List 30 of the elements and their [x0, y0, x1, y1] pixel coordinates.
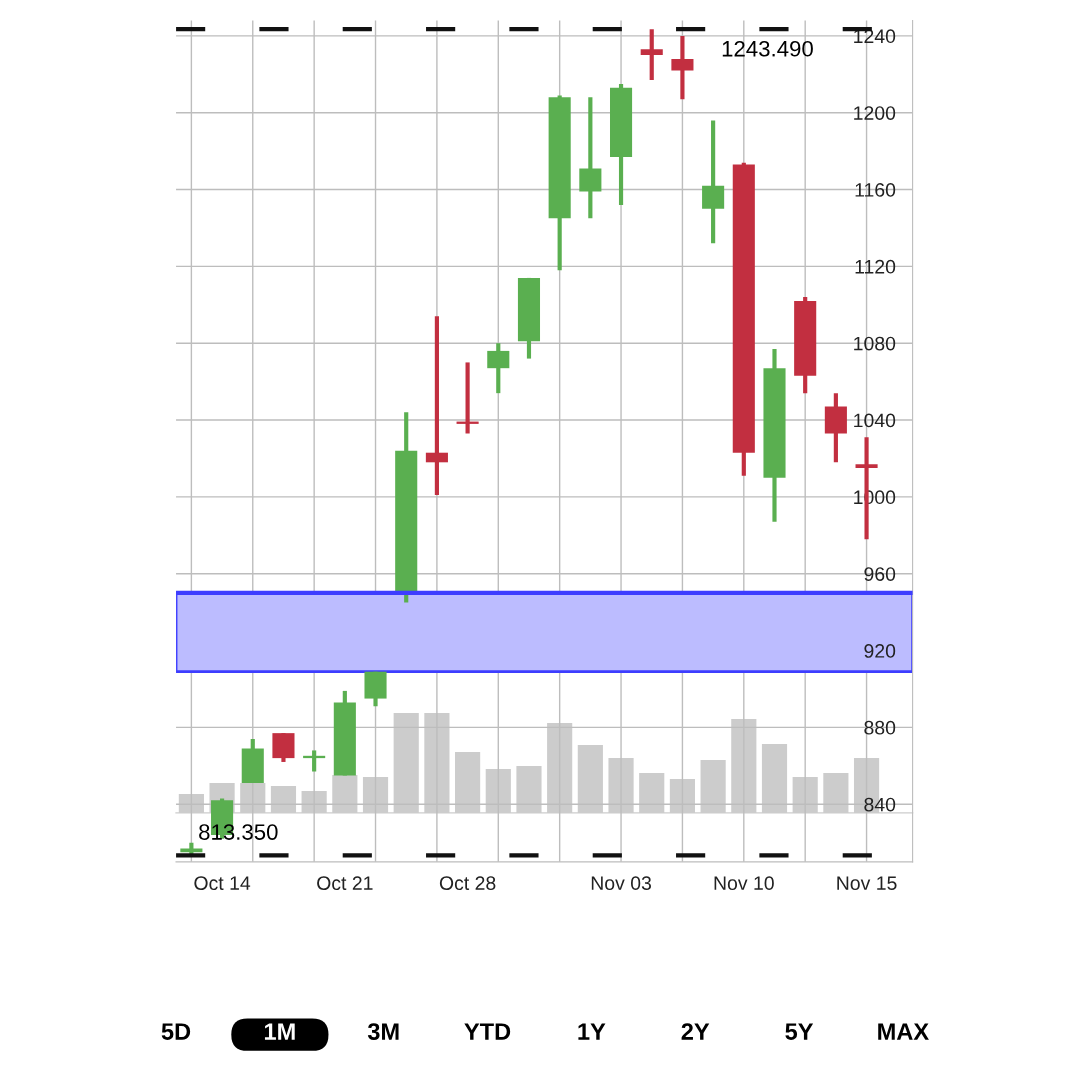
- y-tick-label: 1120: [855, 259, 896, 274]
- y-tick-label: 1200: [854, 106, 896, 120]
- candlestick: [425, 316, 448, 495]
- y-tick-label: 1160: [855, 183, 896, 197]
- y-tick-label: 1080: [854, 336, 896, 351]
- text: 2Y: [681, 1023, 710, 1040]
- text: 3M: [367, 1023, 399, 1040]
- y-tick-label: 960: [864, 567, 896, 581]
- candlestick: [671, 35, 694, 100]
- text: 1M: [264, 1023, 295, 1040]
- x-tick-label: Oct 14: [194, 876, 251, 891]
- x-tick-label: Oct 28: [439, 876, 496, 891]
- annotation: 1243.490: [722, 40, 813, 57]
- x-tick-label: Nov 15: [837, 876, 897, 891]
- text: 5D: [161, 1023, 191, 1040]
- text: MAX: [878, 1023, 929, 1040]
- y-tick-label: 920: [864, 644, 896, 658]
- text: YTD: [464, 1023, 511, 1040]
- y-tick-label: 880: [864, 720, 896, 735]
- candlestick: [579, 97, 602, 219]
- candlestick: [487, 343, 510, 394]
- candlestick: [702, 120, 725, 244]
- y-tick-label: 1040: [854, 413, 896, 428]
- x-tick-label: Nov 10: [714, 876, 774, 891]
- x-tick-label: Oct 21: [317, 876, 373, 891]
- y-tick-label: 840: [864, 797, 896, 812]
- text: 1Y: [578, 1023, 606, 1040]
- candlestick: [640, 29, 663, 81]
- x-tick-label: Nov 03: [591, 876, 651, 891]
- text: 5Y: [785, 1023, 814, 1040]
